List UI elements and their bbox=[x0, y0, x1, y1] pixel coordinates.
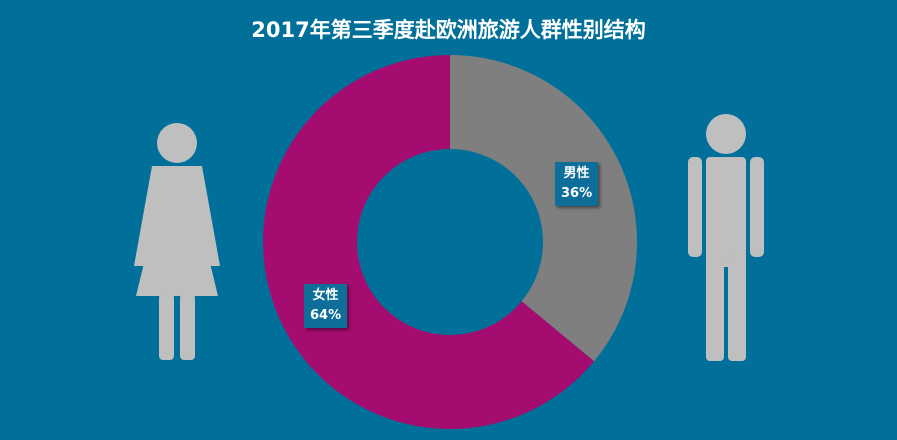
slice-label-male-name: 男性 bbox=[563, 166, 590, 181]
slice-label-female-name: 女性 bbox=[312, 288, 339, 303]
slice-label-male: 男性 36% bbox=[555, 162, 599, 206]
donut-slice-male bbox=[450, 55, 637, 362]
chart-title: 2017年第三季度赴欧洲旅游人群性别结构 bbox=[251, 18, 646, 42]
slice-label-male-value: 36% bbox=[561, 186, 593, 201]
slice-label-female-value: 64% bbox=[310, 308, 342, 323]
donut-slice-female bbox=[262, 55, 595, 429]
slice-label-female: 女性 64% bbox=[304, 284, 348, 328]
